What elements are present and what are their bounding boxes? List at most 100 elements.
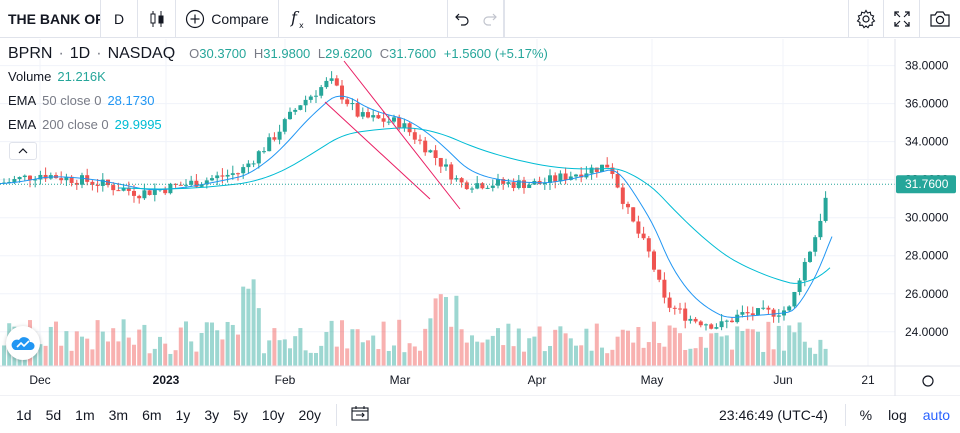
time-axis-label: May (641, 373, 664, 387)
volume-bar (277, 340, 282, 366)
legend-volume-row[interactable]: Volume 21.216K (8, 69, 548, 93)
log-scale-toggle[interactable]: log (888, 406, 907, 423)
range-6m[interactable]: 6m (142, 406, 162, 423)
volume-bar (210, 322, 214, 366)
candle-body (745, 312, 750, 314)
volume-bar (501, 345, 506, 366)
candle-body (303, 99, 308, 106)
interval-button[interactable]: D (101, 0, 138, 38)
candle-body (334, 78, 339, 86)
volume-bar (402, 352, 407, 366)
volume-bar (366, 340, 370, 366)
tradingview-logo[interactable] (6, 326, 40, 360)
candle-body (355, 103, 360, 117)
candle-body (111, 185, 116, 191)
price-chart[interactable]: 38.000036.000034.000032.000030.000028.00… (0, 39, 960, 396)
candle-body (184, 184, 188, 186)
candle-body (631, 207, 636, 222)
volume-bar (735, 326, 740, 366)
candle-body (199, 184, 204, 187)
candle-body (262, 151, 266, 153)
volume-bar (199, 332, 204, 366)
settings-button[interactable] (848, 0, 884, 38)
candle-body (100, 179, 105, 186)
candle-body (490, 185, 495, 188)
volume-bar (714, 332, 719, 366)
range-1y[interactable]: 1y (175, 406, 191, 423)
time-axis-label: Jun (773, 373, 792, 387)
price-axis-label: 38.0000 (905, 59, 949, 73)
candle-body (594, 167, 599, 173)
indicators-button[interactable]: f x Indicators (279, 0, 448, 38)
undo-icon (455, 13, 469, 26)
percent-scale-toggle[interactable]: % (859, 406, 873, 423)
time-axis-label: 2023 (153, 373, 180, 387)
candle-body (652, 251, 656, 270)
candle-body (496, 179, 500, 186)
compare-button[interactable]: Compare (176, 0, 279, 38)
auto-scale-toggle[interactable]: auto (922, 406, 950, 423)
volume-bar (589, 350, 594, 366)
legend-ohlc: O30.3700 H31.9800 L29.6200 C31.7600 +1.5… (189, 46, 548, 61)
volume-bar (355, 329, 360, 366)
candle-body (204, 180, 209, 185)
legend-close-label: C (379, 46, 390, 61)
candle-body (428, 150, 433, 153)
volume-bar (823, 348, 828, 366)
volume-bar (428, 318, 433, 366)
candle-body (542, 182, 547, 185)
range-10y[interactable]: 10y (261, 406, 285, 423)
legend-collapse-button[interactable] (9, 142, 37, 160)
legend-symbol[interactable]: BPRN (8, 45, 53, 62)
clock-timezone[interactable]: 23:46:49 (UTC-4) (719, 406, 828, 423)
candle-body (730, 320, 734, 323)
range-1d[interactable]: 1d (16, 406, 32, 423)
candle-body (293, 109, 298, 112)
range-20y[interactable]: 20y (298, 406, 322, 423)
candle-body (459, 178, 464, 183)
candle-body (444, 164, 448, 167)
range-3y[interactable]: 3y (204, 406, 220, 423)
legend-ema200-row[interactable]: EMA 200 close 0 29.9995 (8, 117, 548, 141)
volume-bar (303, 350, 308, 366)
volume-bar (386, 350, 391, 366)
range-5d[interactable]: 5d (45, 406, 62, 423)
undo-button[interactable] (448, 0, 476, 38)
volume-bar (438, 294, 443, 366)
volume-bar (568, 338, 573, 366)
range-3m[interactable]: 3m (108, 406, 129, 423)
candle-body (241, 167, 246, 174)
candle-body (667, 297, 672, 308)
trendline-drawing (343, 60, 461, 210)
candle-body (813, 237, 818, 252)
candle-body (95, 184, 100, 186)
candle-body (386, 121, 391, 123)
chart-type-button[interactable] (138, 0, 176, 38)
price-axis-label: 28.0000 (905, 249, 949, 263)
candle-body (657, 269, 662, 280)
legend-ema50-row[interactable]: EMA 50 close 0 28.1730 (8, 93, 548, 117)
volume-bar (771, 349, 776, 366)
cloud-chart-icon (11, 337, 35, 350)
go-to-date-button[interactable] (345, 405, 375, 424)
fullscreen-button[interactable] (884, 0, 920, 38)
symbol-search-button[interactable]: THE BANK OF PRINCETON (0, 0, 101, 38)
redo-button[interactable] (476, 0, 504, 38)
volume-bar (126, 337, 131, 366)
volume-bar (600, 347, 604, 366)
range-1m[interactable]: 1m (75, 406, 95, 423)
volume-bar (423, 328, 428, 366)
legend-ema50-value: 28.1730 (107, 93, 155, 108)
legend-ema200-label: EMA (8, 117, 37, 132)
volume-bar (267, 340, 272, 366)
volume-bar (704, 347, 708, 366)
range-5y[interactable]: 5y (233, 406, 248, 423)
volume-bar (230, 324, 235, 366)
settings-gear-icon[interactable] (922, 375, 934, 387)
legend-high-label: H (253, 46, 264, 61)
volume-bar (392, 345, 396, 366)
legend-close: 31.7600 (389, 46, 437, 61)
screenshot-button[interactable] (920, 0, 960, 38)
volume-bar (579, 345, 584, 366)
